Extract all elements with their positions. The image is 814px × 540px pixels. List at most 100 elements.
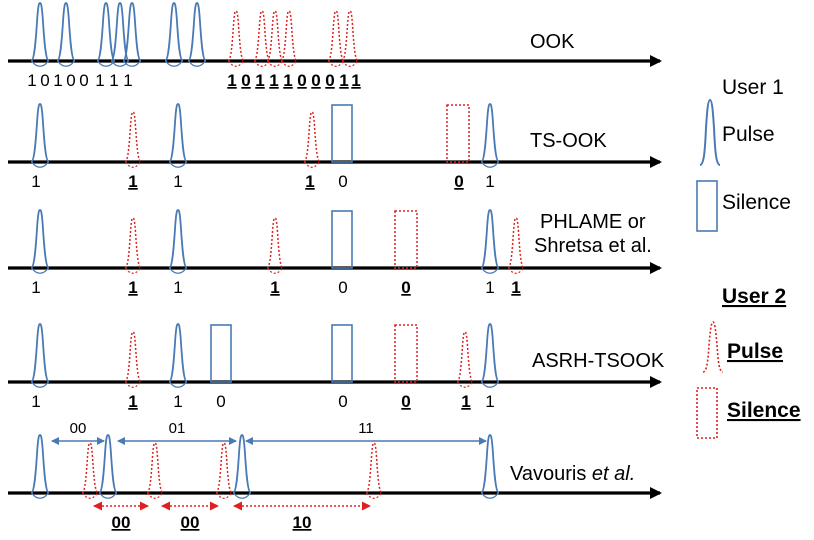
user1-pulse <box>232 434 252 494</box>
bit-label: 1 <box>339 71 348 90</box>
user2-pulse-tail <box>82 492 98 499</box>
row-label-line2: Shretsa et al. <box>534 235 652 257</box>
bit-label: 0 <box>40 71 49 90</box>
user1-pulse-tail <box>99 492 117 499</box>
bit-label: 1 <box>31 392 40 411</box>
user1-pulse <box>96 2 116 62</box>
bit-label: 1 <box>27 71 36 90</box>
bit-label: 0 <box>454 172 463 191</box>
user1-pulse-tail <box>481 161 499 168</box>
user1-silence <box>331 104 353 163</box>
user2-pulse <box>341 10 359 62</box>
user1-pulse <box>187 2 207 62</box>
legend-user1-title: User 1 <box>722 76 784 99</box>
bit-label: 1 <box>173 392 182 411</box>
user2-pulse <box>124 331 142 383</box>
interval-label: 01 <box>169 420 186 437</box>
user2-pulse <box>266 10 284 62</box>
user2-pulse-tail <box>125 381 141 388</box>
user1-pulse <box>164 2 184 62</box>
row-4: Vavouris et al. <box>8 434 662 499</box>
row-label: ASRH-TSOOK <box>532 350 665 372</box>
user2-interval: 10 <box>233 501 371 532</box>
user1-pulse <box>56 2 76 62</box>
user1-silence <box>331 324 353 383</box>
legend-user1-silence-icon <box>696 180 718 232</box>
bit-label: 1 <box>461 392 470 411</box>
bit-label: 0 <box>216 392 225 411</box>
bit-label: 1 <box>95 71 104 90</box>
bit-label: 0 <box>241 71 250 90</box>
user2-silence <box>394 210 418 269</box>
user1-pulse-tail <box>123 60 141 67</box>
user1-pulse <box>122 2 142 62</box>
user2-pulse <box>215 442 233 494</box>
user1-pulse <box>30 103 50 163</box>
user2-pulse-tail <box>125 267 141 274</box>
user2-pulse <box>253 10 271 62</box>
bit-label: 0 <box>311 71 320 90</box>
user2-pulse-tail <box>228 60 244 67</box>
row-label-italic: et al. <box>592 463 635 485</box>
bit-label: 1 <box>485 392 494 411</box>
user2-pulse <box>456 331 474 383</box>
user1-pulse <box>480 103 500 163</box>
bit-label: 0 <box>401 278 410 297</box>
user1-pulse-tail <box>169 381 187 388</box>
bit-label: 0 <box>325 71 334 90</box>
user2-pulse-tail <box>267 267 283 274</box>
legend-user2-pulse-label: Pulse <box>727 340 783 363</box>
legend-user2-silence-label: Silence <box>727 399 801 422</box>
user1-pulse <box>30 2 50 62</box>
user2-pulse <box>507 217 525 269</box>
user2-silence <box>394 324 418 383</box>
user2-pulse-tail <box>147 492 163 499</box>
user1-pulse-tail <box>188 60 206 67</box>
user2-pulse-tail <box>342 60 358 67</box>
bit-label: 1 <box>283 71 292 90</box>
user1-pulse-tail <box>31 381 49 388</box>
user1-interval: 01 <box>117 420 237 445</box>
user2-pulse <box>124 111 142 163</box>
legend-user2-silence-icon <box>696 387 718 439</box>
user1-pulse <box>30 434 50 494</box>
legend: User 1 Pulse Silence User 2 Pulse Silenc… <box>696 76 801 439</box>
bit-label: 0 <box>401 392 410 411</box>
legend-user2-pulse-icon <box>702 321 724 373</box>
user2-pulse-tail <box>328 60 344 67</box>
user2-pulse-tail <box>267 60 283 67</box>
row-label: TS-OOK <box>530 130 607 152</box>
user2-pulse <box>266 217 284 269</box>
user2-pulse <box>303 111 321 163</box>
user1-pulse-tail <box>111 60 129 67</box>
user2-pulse-tail <box>304 161 320 168</box>
user1-silence <box>331 210 353 269</box>
user1-silence <box>210 324 232 383</box>
user1-pulse-tail <box>169 161 187 168</box>
user1-interval: 11 <box>245 420 487 445</box>
user1-pulse <box>168 103 188 163</box>
user1-pulse-tail <box>31 267 49 274</box>
user2-pulse <box>146 442 164 494</box>
bit-label: 1 <box>128 392 137 411</box>
bit-label: 1 <box>173 172 182 191</box>
user1-pulse-tail <box>165 60 183 67</box>
user1-pulse <box>30 323 50 383</box>
user1-pulse-tail <box>233 492 251 499</box>
bit-label: 1 <box>31 278 40 297</box>
user2-silence <box>446 104 470 163</box>
bit-label: 1 <box>305 172 314 191</box>
bit-label: 1 <box>269 71 278 90</box>
user1-interval: 00 <box>51 420 105 445</box>
bit-label: 1 <box>128 172 137 191</box>
legend-user1-pulse-icon <box>699 98 721 166</box>
bit-label: 0 <box>338 278 347 297</box>
user1-pulse-tail <box>57 60 75 67</box>
bit-label: 1 <box>31 172 40 191</box>
user1-pulse-tail <box>169 267 187 274</box>
user1-pulse <box>168 209 188 269</box>
user1-pulse <box>480 323 500 383</box>
